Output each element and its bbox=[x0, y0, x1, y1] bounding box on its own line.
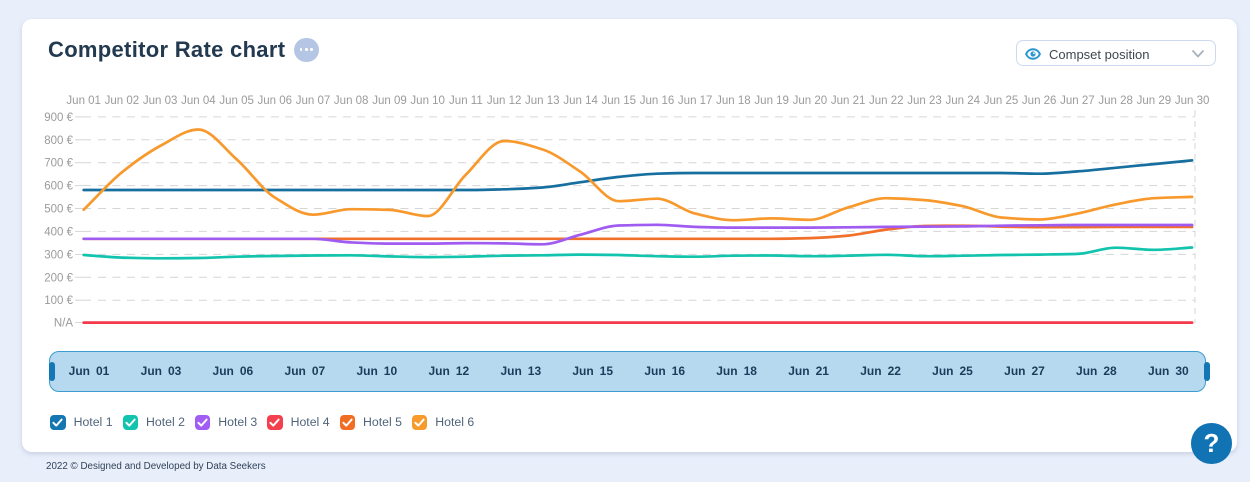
svg-text:700 €: 700 € bbox=[44, 158, 73, 170]
svg-text:Jun 10: Jun 10 bbox=[410, 95, 445, 107]
svg-text:Jun 06: Jun 06 bbox=[258, 95, 293, 107]
svg-text:Jun 05: Jun 05 bbox=[219, 95, 254, 107]
svg-text:300 €: 300 € bbox=[44, 249, 73, 261]
svg-text:Jun 29: Jun 29 bbox=[1137, 95, 1172, 107]
svg-text:Jun 16: Jun 16 bbox=[640, 95, 675, 107]
svg-text:Jun 18: Jun 18 bbox=[716, 95, 751, 107]
svg-text:N/A: N/A bbox=[54, 318, 74, 330]
svg-text:Jun 08: Jun 08 bbox=[334, 95, 369, 107]
svg-text:100 €: 100 € bbox=[44, 295, 73, 307]
svg-text:Jun 25: Jun 25 bbox=[984, 95, 1019, 107]
svg-text:Jun 27: Jun 27 bbox=[1060, 95, 1095, 107]
svg-text:Jun 19: Jun 19 bbox=[754, 95, 789, 107]
svg-text:Jun 28: Jun 28 bbox=[1098, 95, 1133, 107]
svg-text:Jun 23: Jun 23 bbox=[907, 95, 942, 107]
svg-text:Jun 12: Jun 12 bbox=[487, 95, 522, 107]
svg-text:Jun 04: Jun 04 bbox=[181, 95, 216, 107]
svg-text:Jun 09: Jun 09 bbox=[372, 95, 407, 107]
svg-text:900 €: 900 € bbox=[44, 112, 73, 124]
svg-text:600 €: 600 € bbox=[44, 181, 73, 193]
svg-text:Jun 17: Jun 17 bbox=[678, 95, 713, 107]
svg-text:Jun 14: Jun 14 bbox=[563, 95, 598, 107]
svg-text:Jun 11: Jun 11 bbox=[449, 95, 483, 107]
svg-text:Jun 13: Jun 13 bbox=[525, 95, 560, 107]
svg-text:Jun 22: Jun 22 bbox=[869, 95, 904, 107]
svg-text:Jun 30: Jun 30 bbox=[1175, 95, 1210, 107]
svg-text:Jun 07: Jun 07 bbox=[296, 95, 331, 107]
svg-text:Jun 24: Jun 24 bbox=[946, 95, 981, 107]
svg-text:Jun 01: Jun 01 bbox=[66, 95, 101, 107]
svg-text:Jun 20: Jun 20 bbox=[793, 95, 828, 107]
svg-text:Jun 03: Jun 03 bbox=[143, 95, 178, 107]
svg-text:500 €: 500 € bbox=[44, 204, 73, 216]
svg-text:Jun 26: Jun 26 bbox=[1022, 95, 1057, 107]
svg-text:Jun 21: Jun 21 bbox=[831, 95, 866, 107]
svg-text:Jun 02: Jun 02 bbox=[105, 95, 140, 107]
svg-text:Jun 15: Jun 15 bbox=[602, 95, 637, 107]
svg-text:200 €: 200 € bbox=[44, 272, 73, 284]
svg-text:800 €: 800 € bbox=[44, 135, 73, 147]
svg-text:400 €: 400 € bbox=[44, 226, 73, 238]
